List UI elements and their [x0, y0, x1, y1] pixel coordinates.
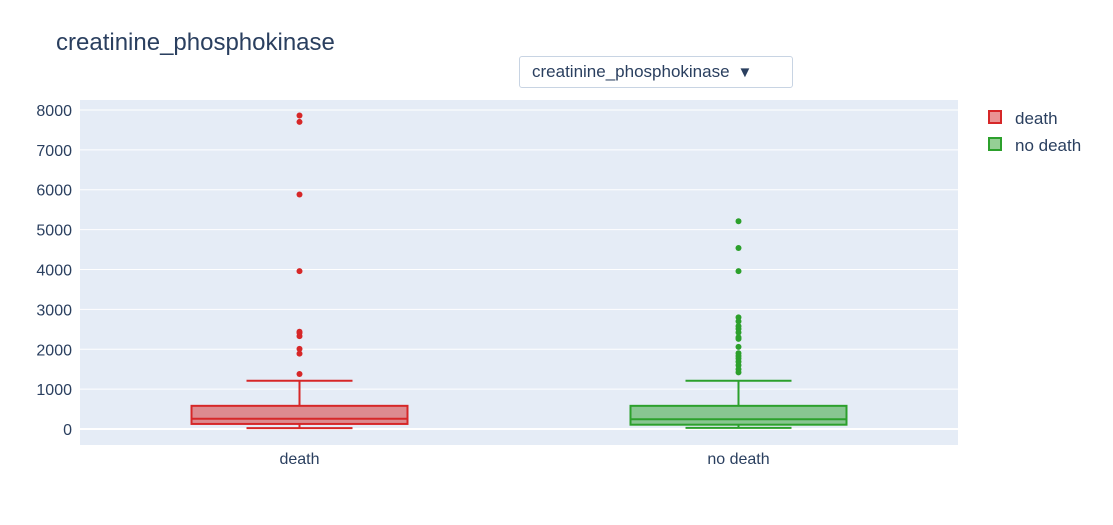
outlier-point — [296, 118, 303, 125]
outlier-point — [735, 244, 742, 251]
y-tick-label: 5000 — [36, 223, 72, 240]
outlier-point — [735, 350, 742, 357]
variable-dropdown[interactable]: creatinine_phosphokinase ▼ — [519, 56, 793, 88]
outlier-point — [296, 112, 303, 119]
chart-title: creatinine_phosphokinase — [56, 29, 335, 56]
outlier-point — [735, 343, 742, 350]
gridlines — [80, 109, 958, 431]
legend-swatch — [988, 110, 1002, 124]
plot-area — [80, 100, 958, 445]
box-iqr — [190, 404, 409, 425]
x-tick-label: death — [279, 451, 319, 468]
y-tick-label: 8000 — [36, 103, 72, 120]
outlier-point — [296, 268, 303, 275]
outlier-point — [296, 350, 303, 357]
outlier-point — [296, 328, 303, 335]
outlier-point — [735, 218, 742, 225]
x-tick-label: no death — [707, 451, 769, 468]
y-tick-label: 3000 — [36, 302, 72, 319]
legend: death no death — [988, 109, 1081, 155]
box-series — [190, 112, 848, 430]
y-tick-label: 0 — [63, 422, 72, 439]
outlier-point — [296, 191, 303, 198]
y-tick-label: 7000 — [36, 143, 72, 160]
dropdown-selected-value: creatinine_phosphokinase — [532, 62, 730, 81]
legend-label: death — [1015, 109, 1058, 128]
y-tick-label: 4000 — [36, 263, 72, 280]
dropdown-caret-icon: ▼ — [737, 63, 753, 81]
box-iqr — [629, 404, 848, 426]
y-axis-ticks: 0 1000 2000 3000 4000 5000 6000 7000 8000 — [36, 103, 72, 439]
y-tick-label: 6000 — [36, 183, 72, 200]
legend-label: no death — [1015, 136, 1081, 155]
outlier-point — [296, 371, 303, 378]
box-trace — [629, 218, 848, 429]
x-axis-ticks: death no death — [279, 451, 769, 468]
outlier-point — [735, 268, 742, 275]
y-tick-label: 2000 — [36, 342, 72, 359]
outlier-point — [735, 314, 742, 321]
box-trace — [190, 112, 409, 430]
outlier-point — [296, 345, 303, 352]
outlier-point — [735, 334, 742, 341]
outlier-point — [735, 323, 742, 330]
legend-swatch — [988, 137, 1002, 151]
y-tick-label: 1000 — [36, 382, 72, 399]
